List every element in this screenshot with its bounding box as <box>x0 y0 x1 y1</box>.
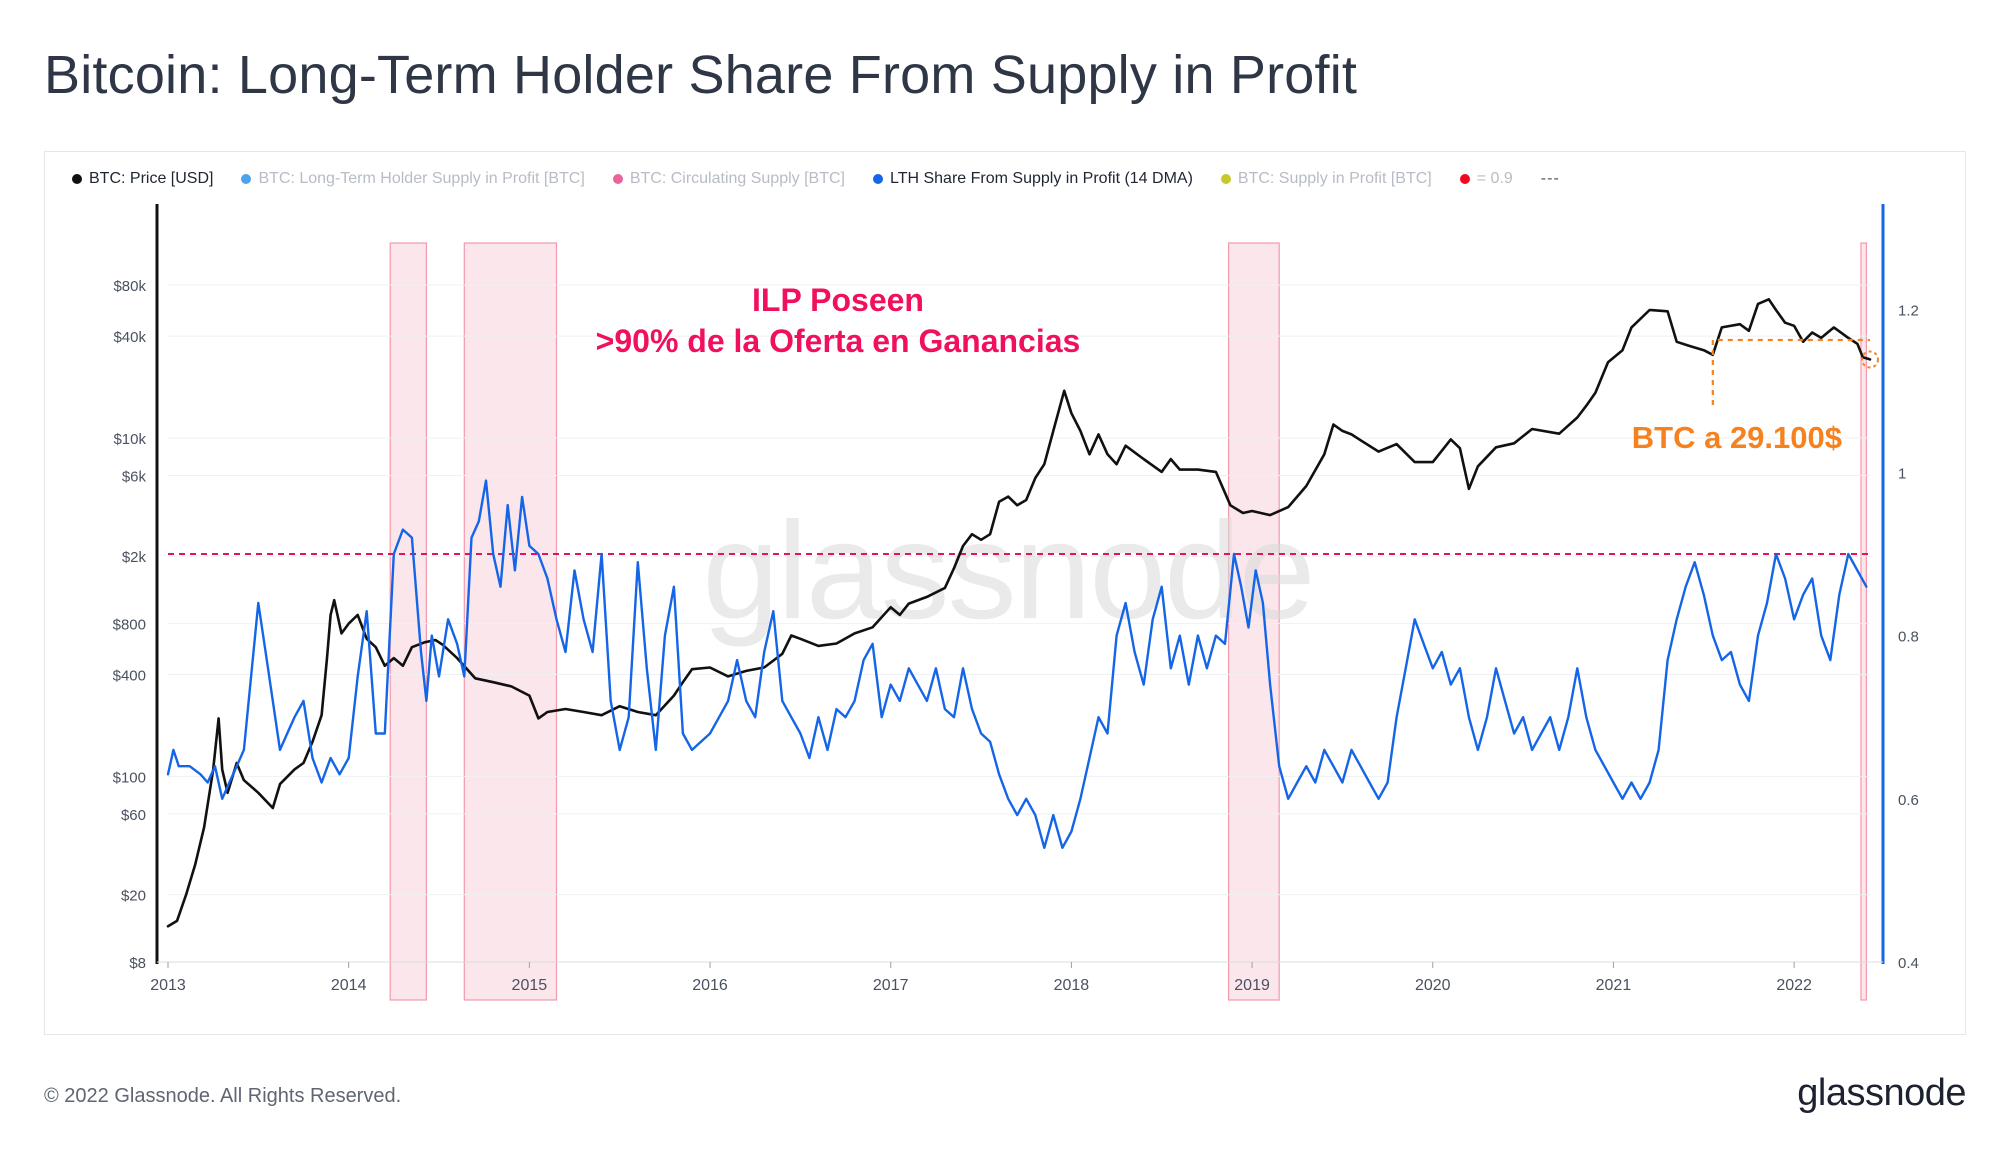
highlight-period-rect <box>389 242 427 1001</box>
y-left-tick-label: $80k <box>113 278 146 295</box>
legend-label: BTC: Supply in Profit [BTC] <box>1237 170 1432 187</box>
legend-item-threshold[interactable]: = 0.9 <box>1459 170 1513 188</box>
x-tick-label: 2013 <box>150 977 186 994</box>
highlight-period-rect <box>1227 242 1280 1001</box>
x-tick-label: 2018 <box>1054 977 1090 994</box>
y-left-tick-label: $400 <box>113 668 146 685</box>
x-tick-label: 2021 <box>1596 977 1632 994</box>
y-right-tick-label: 0.8 <box>1898 629 1919 646</box>
y-left-tick-label: $20 <box>121 888 146 905</box>
series-lines <box>166 298 1872 928</box>
highlight-periods <box>389 242 1867 1001</box>
annotation-lth-title: ILP Poseen <box>752 282 924 318</box>
btc-price-marker <box>1861 350 1879 369</box>
y-left-tick-label: $8 <box>129 955 146 972</box>
series-line-btc-price <box>166 298 1872 928</box>
y-left-tick-label: $10k <box>113 431 146 448</box>
y-left-tick-label: $800 <box>113 617 146 634</box>
legend-label: BTC: Circulating Supply [BTC] <box>629 170 845 187</box>
highlight-period-rect <box>1860 242 1867 1001</box>
legend-item-lth-supply-profit[interactable]: BTC: Long-Term Holder Supply in Profit [… <box>241 170 585 188</box>
x-tick-label: 2016 <box>692 977 728 994</box>
legend-item-supply-profit[interactable]: BTC: Supply in Profit [BTC] <box>1220 170 1432 188</box>
page-title: Bitcoin: Long-Term Holder Share From Sup… <box>44 45 1358 105</box>
highlight-period-rect <box>463 242 558 1001</box>
chart-panel <box>44 151 1966 1035</box>
legend-item-lth-share[interactable]: LTH Share From Supply in Profit (14 DMA) <box>873 170 1193 188</box>
series-line-lth-share <box>166 479 1868 849</box>
annotation-lth-subtitle: >90% de la Oferta en Ganancias <box>596 323 1081 359</box>
legend-dot-icon <box>1220 174 1231 184</box>
legend-label: = 0.9 <box>1476 170 1513 187</box>
legend-label: BTC: Long-Term Holder Supply in Profit [… <box>258 170 585 187</box>
chart-legend: BTC: Price [USD] BTC: Long-Term Holder S… <box>72 166 1560 192</box>
y-left-tick-label: $40k <box>113 329 146 346</box>
x-tick-label: 2020 <box>1415 977 1451 994</box>
annotations: ILP Poseen >90% de la Oferta en Ganancia… <box>596 282 1879 455</box>
footer-copyright: © 2022 Glassnode. All Rights Reserved. <box>44 1085 402 1107</box>
annotation-btc-price: BTC a 29.100$ <box>1632 420 1842 455</box>
y-right-tick-label: 0.6 <box>1898 792 1919 809</box>
legend-dot-icon <box>241 174 252 184</box>
legend-item-price[interactable]: BTC: Price [USD] <box>72 170 213 188</box>
x-tick-label: 2017 <box>873 977 909 994</box>
watermark: glassnode <box>702 494 1313 648</box>
y-left-tick-label: $6k <box>122 468 147 485</box>
y-left-tick-label: $100 <box>113 769 146 786</box>
axes: $8 $20 $60 $100 $400 $800 $2k $6k $10k $40k $80k 0.… <box>113 204 1919 994</box>
btc-price-guide-line <box>1711 338 1870 405</box>
legend-dot-icon <box>873 174 883 184</box>
legend-label: BTC: Price [USD] <box>89 170 214 187</box>
legend-item-circulating-supply[interactable]: BTC: Circulating Supply [BTC] <box>612 170 845 188</box>
y-right-tick-label: 1 <box>1898 465 1906 482</box>
legend-dot-icon <box>612 174 623 184</box>
legend-more-toggle[interactable]: --- <box>1540 170 1560 187</box>
legend-dot-icon <box>72 174 82 184</box>
y-left-tick-label: $60 <box>121 807 146 824</box>
legend-dot-icon <box>1459 174 1470 184</box>
x-tick-label: 2022 <box>1776 977 1812 994</box>
y-right-tick-label: 0.4 <box>1898 955 1919 972</box>
x-tick-label: 2014 <box>331 977 367 994</box>
legend-label: LTH Share From Supply in Profit (14 DMA) <box>890 170 1193 187</box>
x-tick-label: 2015 <box>512 977 548 994</box>
footer-brand-logo: glassnode <box>1797 1072 1966 1114</box>
y-right-tick-label: 1.2 <box>1898 302 1919 319</box>
x-tick-label: 2019 <box>1234 977 1270 994</box>
y-left-tick-label: $2k <box>122 549 147 566</box>
